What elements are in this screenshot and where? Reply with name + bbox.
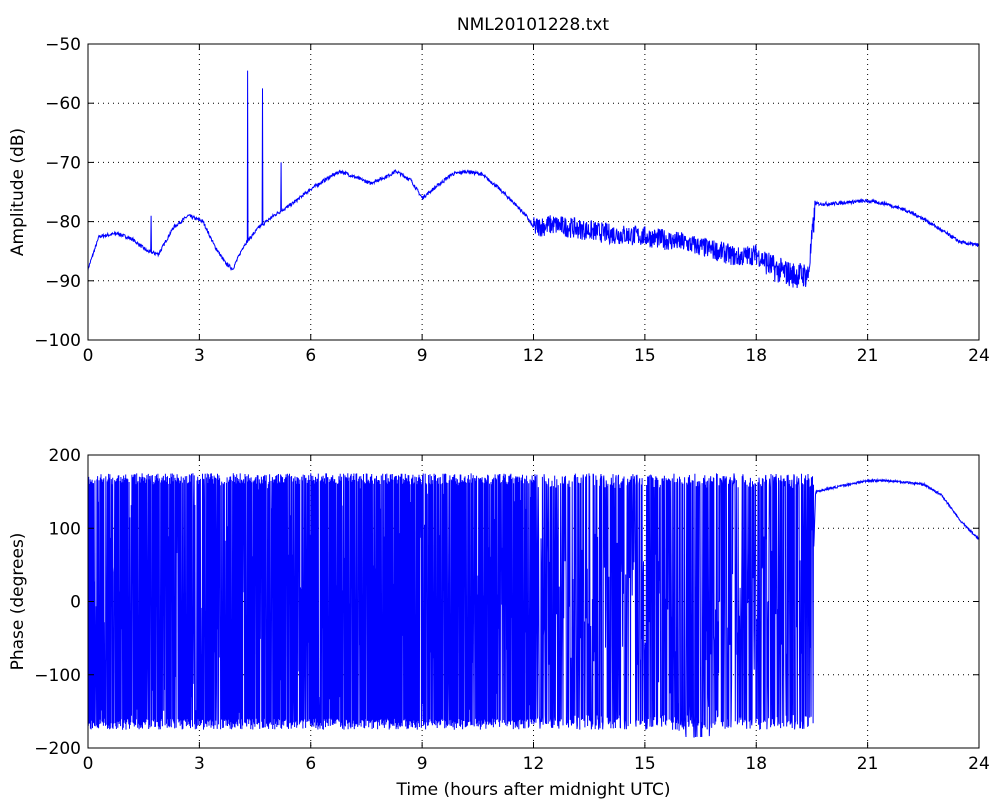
y-tick-label: −50 <box>45 35 81 55</box>
y-tick-label: 0 <box>70 593 81 613</box>
y-tick-label: −60 <box>45 94 81 114</box>
phase-y-axis-label: Phase (degrees) <box>8 533 28 671</box>
y-tick-label: 100 <box>49 519 81 539</box>
x-tick-label: 6 <box>305 754 316 774</box>
x-tick-label: 3 <box>194 754 205 774</box>
x-tick-label: 6 <box>305 346 316 366</box>
x-tick-label: 12 <box>523 346 545 366</box>
amplitude-trace <box>87 70 980 289</box>
y-tick-label: −80 <box>45 213 81 233</box>
x-tick-label: 15 <box>634 754 656 774</box>
amplitude-ticks: 0 3 6 9 12 15 18 21 24 −100 −90 −80 −70 −60 −50 <box>34 35 990 366</box>
x-tick-label: 0 <box>83 754 94 774</box>
x-tick-label: 21 <box>857 346 879 366</box>
y-tick-label: −100 <box>34 331 81 351</box>
x-tick-label: 0 <box>83 346 94 366</box>
y-tick-label: −100 <box>34 666 81 686</box>
x-tick-label: 18 <box>745 754 767 774</box>
x-tick-label: 9 <box>417 754 428 774</box>
amplitude-panel: NML20101228.txt 0 3 6 9 12 15 18 21 24 −100 −90 −80… <box>8 15 990 366</box>
phase-trace <box>87 473 980 738</box>
phase-ticks: 0 3 6 9 12 15 18 21 24 −200 −100 0 100 200 <box>34 446 990 774</box>
x-tick-label: 12 <box>523 754 545 774</box>
x-tick-label: 24 <box>968 346 990 366</box>
amplitude-series-line <box>87 70 980 289</box>
phase-panel: 0 3 6 9 12 15 18 21 24 −200 −100 0 100 200 Phase (deg… <box>8 446 990 800</box>
amplitude-y-axis-label: Amplitude (dB) <box>8 128 28 256</box>
x-tick-label: 18 <box>745 346 767 366</box>
x-tick-label: 21 <box>857 754 879 774</box>
chart-title: NML20101228.txt <box>457 15 610 35</box>
y-tick-label: 200 <box>49 446 81 466</box>
phase-x-axis-label: Time (hours after midnight UTC) <box>395 780 670 800</box>
amplitude-grid <box>88 44 979 340</box>
x-tick-label: 3 <box>194 346 205 366</box>
y-tick-label: −200 <box>34 739 81 759</box>
x-tick-label: 9 <box>417 346 428 366</box>
y-tick-label: −90 <box>45 272 81 292</box>
amplitude-axes-frame <box>87 43 980 341</box>
x-tick-label: 24 <box>968 754 990 774</box>
y-tick-label: −70 <box>45 153 81 173</box>
x-tick-label: 15 <box>634 346 656 366</box>
phase-series-line <box>87 473 980 738</box>
